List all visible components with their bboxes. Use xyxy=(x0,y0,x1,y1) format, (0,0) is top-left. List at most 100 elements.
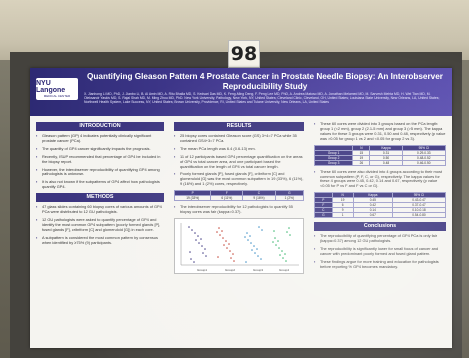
chart-dot xyxy=(229,250,231,252)
list-item: A subpattern is considered the most comm… xyxy=(36,235,164,246)
chart-label: Group1 xyxy=(197,268,207,272)
results-list-2: The interobserver reproducibility for 12… xyxy=(174,204,304,215)
chart-dot xyxy=(277,240,279,242)
introduction-list: Gleason pattern (GP) 4 indicates potenti… xyxy=(36,133,164,190)
chart-dot xyxy=(258,226,260,228)
left-column: INTRODUCTION Gleason pattern (GP) 4 indi… xyxy=(36,122,164,344)
chart-dot xyxy=(250,242,252,244)
length-group-table: N Kappa 95% CI Group 1 15 0.31 0.29-0.33 Gro… xyxy=(313,144,447,166)
chart-dot xyxy=(202,252,204,254)
table-row: P 19 0.45 0.43-0.47 xyxy=(314,197,447,204)
scatter-chart: Group1 Group2 Group3 Group4 xyxy=(174,217,304,274)
middle-column: RESULTS 25 biopsy cores contained Gleaso… xyxy=(173,122,305,344)
chart-dot xyxy=(195,239,197,241)
chart-dot xyxy=(193,261,195,263)
list-item: 47 glass slides containing 60 biopsy cor… xyxy=(36,204,164,215)
chart-dot xyxy=(188,226,190,228)
chart-dot xyxy=(218,227,220,229)
chart-dot xyxy=(246,232,248,234)
chart-dot xyxy=(201,245,203,247)
chart-dot xyxy=(216,231,218,233)
chart-dot xyxy=(285,260,287,262)
chart-dot xyxy=(225,240,227,242)
board-number: 98 xyxy=(230,43,258,65)
chart-dot xyxy=(228,243,230,245)
nyu-langone-logo: NYU Langone MEDICAL CENTER xyxy=(36,78,78,100)
chart-dot xyxy=(284,253,286,255)
results-list: 25 biopsy cores contained Gleason score … xyxy=(174,133,304,187)
chart-dot xyxy=(257,255,259,257)
subpattern-kappa-table: N Kappa 95% CI P 19 0.45 0.43-0.47 F 6 0.42 0.3… xyxy=(314,192,447,219)
list-item: The interobserver reproducibility for 12… xyxy=(174,204,304,215)
chart-dot xyxy=(219,234,221,236)
list-item: Recently, ISUP recommended that percenta… xyxy=(36,154,164,165)
list-item: The quantity of GP4 cancer significantly… xyxy=(36,146,164,152)
chart-dot xyxy=(222,237,224,239)
chart-label: Group4 xyxy=(279,268,289,272)
results-heading: RESULTS xyxy=(174,122,304,131)
chart-dot xyxy=(233,260,235,262)
chart-dot xyxy=(289,234,291,236)
list-item: The reproducibility of quantifying perce… xyxy=(314,233,446,244)
poster-title: Quantifying Gleason Pattern 4 Prostate C… xyxy=(87,72,443,91)
list-item: Poorly formed glands [P], fused glands [… xyxy=(174,172,304,187)
chart-dot xyxy=(278,247,280,249)
table-row: C 9 0.14 0.10-0.18 xyxy=(314,207,447,214)
list-item: 25 biopsy cores contained Gleason score … xyxy=(174,133,304,144)
chart-dot xyxy=(279,254,281,256)
chart-dot xyxy=(286,231,288,233)
methods-heading: METHODS xyxy=(36,193,164,203)
chart-dot xyxy=(281,250,283,252)
chart-dot xyxy=(260,258,262,260)
chart-dot xyxy=(273,230,275,232)
chart-dot xyxy=(197,235,199,237)
chart-dot xyxy=(253,245,255,247)
chart-dot xyxy=(221,230,223,232)
right-column: These 60 cores were divided into 3 group… xyxy=(313,121,447,344)
chart-dot xyxy=(244,236,246,238)
chart-dot xyxy=(261,229,263,231)
chart-dot xyxy=(217,256,219,258)
chart-dot xyxy=(200,238,202,240)
list-item: 11 of 12 participants based GP4 percenta… xyxy=(174,154,304,170)
chart-dot xyxy=(198,242,200,244)
table-row: G 1 0.67 0.54-0.80 xyxy=(314,212,447,219)
list-item: However, the interobserver reproducibili… xyxy=(36,167,164,178)
chart-label: Group2 xyxy=(225,268,235,272)
chart-dot xyxy=(254,252,256,254)
table-row: 19 (33%) 6 (11%) 9 (16%) 1 (2%) xyxy=(173,195,305,202)
chart-dot xyxy=(282,257,284,259)
poster-authors: X. Jianhong Li MD, PhD, J. Jianbo Li, B.… xyxy=(84,92,440,105)
conclusions-list: The reproducibility of quantifying perce… xyxy=(314,233,446,270)
chart-dot xyxy=(251,249,253,251)
list-item: It is also not known if the subpatterns … xyxy=(36,179,164,190)
conclusions-heading: Conclusions xyxy=(314,222,446,232)
chart-dot xyxy=(232,253,234,255)
poster-header: NYU Langone MEDICAL CENTER Quantifying G… xyxy=(30,68,452,116)
list-item: Gleason pattern (GP) 4 indicates potenti… xyxy=(36,133,164,144)
list-item: These 60 cores were also divided into 4 … xyxy=(314,169,446,190)
board-number-card: 98 xyxy=(228,40,260,68)
right-list: These 60 cores were divided into 3 group… xyxy=(314,121,446,142)
list-item: The mean PCa length was 6.4 (0.6-13) mm. xyxy=(174,146,304,152)
list-item: These findings argue for more training a… xyxy=(314,259,446,270)
chart-dot xyxy=(223,244,225,246)
chart-dot xyxy=(245,261,247,263)
poster: NYU Langone MEDICAL CENTER Quantifying G… xyxy=(30,68,452,348)
chart-dot xyxy=(189,251,191,253)
chart-dot xyxy=(190,258,192,260)
chart-dot xyxy=(247,239,249,241)
chart-dot xyxy=(205,255,207,257)
chart-dot xyxy=(230,257,232,259)
right-list-2: These 60 cores were also divided into 4 … xyxy=(314,169,446,190)
list-item: These 60 cores were divided into 3 group… xyxy=(314,121,446,142)
chart-dot xyxy=(194,232,196,234)
list-item: The reproducibility is significantly low… xyxy=(314,246,446,257)
subpattern-table: P F C G 19 (33%) 6 (11%) 9 (16%) 1 (2%) xyxy=(173,190,305,202)
chart-dot xyxy=(288,227,290,229)
chart-dot xyxy=(191,229,193,231)
table-row: Group 3 26 0.48 0.46-0.50 xyxy=(313,159,447,166)
chart-dot xyxy=(249,235,251,237)
chart-dot xyxy=(275,244,277,246)
